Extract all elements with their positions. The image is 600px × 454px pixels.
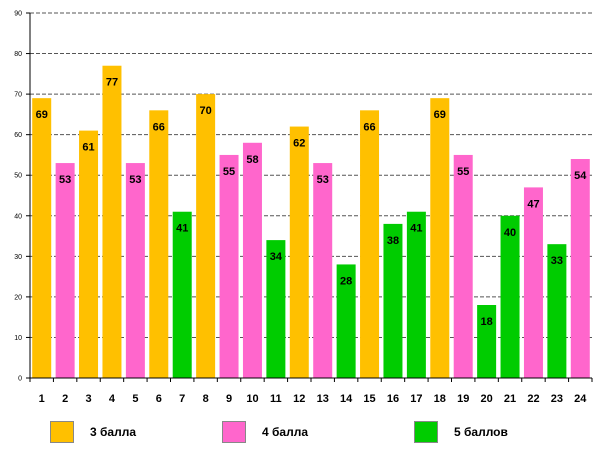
x-tick-label: 24	[574, 393, 587, 405]
bar	[570, 159, 590, 378]
x-tick-label: 15	[363, 393, 375, 405]
legend-item: 4 балла	[222, 420, 308, 444]
x-tick-label: 20	[481, 393, 493, 405]
x-tick-label: 7	[179, 393, 185, 405]
bar	[196, 94, 216, 379]
bar	[336, 264, 356, 378]
bar	[383, 223, 403, 378]
legend-item: 5 баллов	[414, 420, 508, 444]
legend-item: 3 балла	[50, 420, 136, 444]
bar	[360, 110, 380, 378]
data-label: 66	[153, 121, 165, 133]
bar	[172, 211, 192, 378]
data-label: 69	[434, 109, 446, 121]
bar	[289, 126, 309, 378]
legend-label: 5 баллов	[454, 425, 508, 439]
legend-swatch	[50, 421, 74, 443]
data-labels: 69 53 61 77 53 66 41 70 55 58 34 62 53 28 66 38 41 69 55 18…	[36, 77, 588, 328]
x-axis-ticks: 1 2 3 4 5 6 7 8 9 10 11 12 13 14 15 16 17 18 19 20 21 22 23 24	[29, 378, 593, 405]
bar	[242, 142, 262, 378]
bar	[523, 187, 543, 378]
x-tick-label: 13	[317, 393, 329, 405]
x-tick-label: 8	[203, 393, 209, 405]
legend-swatch	[222, 421, 246, 443]
data-label: 66	[363, 121, 375, 133]
data-label: 28	[340, 275, 352, 287]
x-tick-label: 14	[340, 393, 353, 405]
data-label: 70	[200, 105, 212, 117]
legend-swatch	[414, 421, 438, 443]
y-tick-label: 10	[14, 335, 22, 342]
data-label: 55	[223, 166, 235, 178]
data-label: 41	[410, 223, 422, 235]
data-label: 61	[82, 142, 94, 154]
x-tick-label: 9	[226, 393, 232, 405]
data-label: 40	[504, 227, 516, 239]
y-tick-label: 50	[14, 173, 22, 180]
x-tick-label: 4	[109, 393, 116, 405]
bar	[313, 163, 333, 378]
x-tick-label: 17	[410, 393, 422, 405]
bar	[266, 240, 286, 378]
bar	[55, 163, 75, 378]
y-axis-ticks: 0 10 20 30 40 50 60 70 80 90	[14, 11, 30, 383]
y-tick-label: 30	[14, 254, 22, 261]
data-label: 53	[317, 174, 329, 186]
bar	[79, 130, 99, 378]
bar	[32, 98, 52, 379]
x-tick-label: 11	[270, 393, 282, 405]
data-label: 53	[129, 174, 141, 186]
data-label: 58	[246, 154, 258, 166]
y-tick-label: 90	[14, 11, 22, 18]
data-label: 77	[106, 77, 118, 89]
data-label: 47	[527, 198, 539, 210]
y-tick-label: 0	[18, 376, 22, 383]
data-label: 38	[387, 235, 399, 247]
bar	[219, 154, 239, 378]
y-tick-label: 80	[14, 51, 22, 58]
data-label: 53	[59, 174, 71, 186]
bar	[406, 211, 426, 378]
data-label: 33	[551, 255, 563, 267]
y-tick-label: 20	[14, 294, 22, 301]
x-tick-label: 22	[527, 393, 539, 405]
x-tick-label: 10	[246, 393, 258, 405]
data-label: 55	[457, 166, 469, 178]
gridlines	[30, 12, 592, 338]
bar	[125, 163, 145, 378]
y-tick-label: 70	[14, 92, 22, 99]
data-label: 69	[36, 109, 48, 121]
data-label: 54	[574, 170, 587, 182]
bar	[453, 154, 473, 378]
x-tick-label: 6	[156, 393, 162, 405]
x-tick-label: 5	[132, 393, 138, 405]
x-tick-label: 23	[551, 393, 563, 405]
bar	[500, 215, 520, 378]
x-tick-label: 2	[62, 393, 68, 405]
x-tick-label: 18	[434, 393, 446, 405]
x-tick-label: 1	[39, 393, 45, 405]
data-label: 41	[176, 223, 188, 235]
legend-label: 4 балла	[262, 425, 309, 439]
x-tick-label: 19	[457, 393, 469, 405]
bar	[149, 110, 169, 378]
bars	[32, 65, 590, 379]
legend-label: 3 балла	[90, 425, 137, 439]
bar	[477, 305, 497, 378]
y-tick-label: 60	[14, 132, 22, 139]
bar	[547, 244, 567, 378]
x-tick-label: 12	[293, 393, 305, 405]
x-tick-label: 16	[387, 393, 399, 405]
x-tick-label: 21	[504, 393, 516, 405]
data-label: 34	[270, 251, 283, 263]
x-tick-label: 3	[85, 393, 91, 405]
y-tick-label: 40	[14, 213, 22, 220]
bar	[102, 65, 122, 378]
bar	[430, 98, 450, 379]
data-label: 18	[481, 316, 493, 328]
data-label: 62	[293, 138, 305, 150]
